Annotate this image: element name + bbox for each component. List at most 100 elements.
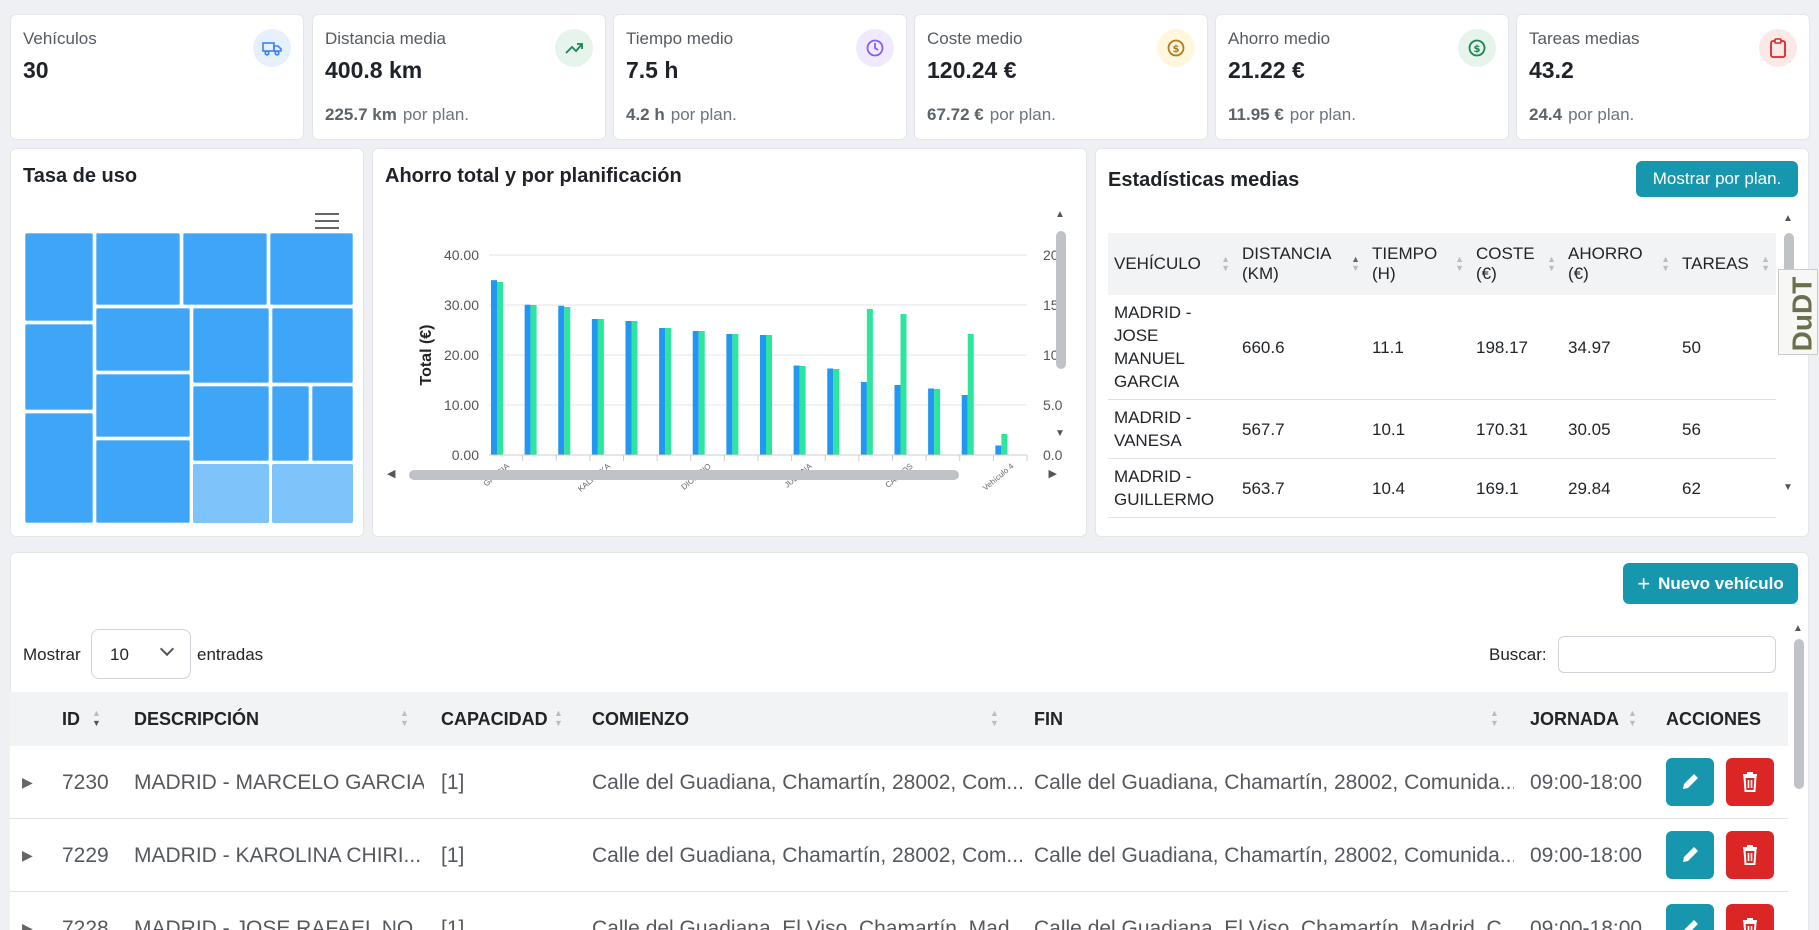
table-row[interactable]: ▶ 7229 MADRID - KAROLINA CHIRI... [1] Calle … <box>10 819 1788 892</box>
y-tick-label: 10.00 <box>444 397 479 413</box>
bar-per-plan <box>665 328 672 455</box>
treemap-cell[interactable] <box>193 386 269 461</box>
treemap-cell[interactable] <box>183 233 267 305</box>
bar-per-plan <box>766 335 772 455</box>
stats-column-header[interactable]: TIEMPO (H) ▲ ▼ <box>1366 233 1470 295</box>
treemap-cell[interactable] <box>272 386 309 461</box>
edit-button[interactable] <box>1666 831 1714 879</box>
entries-select[interactable]: 10 <box>91 629 191 679</box>
kpi-card: Tiempo medio 7.5 h 4.2 h por plan. <box>613 14 907 140</box>
bar-total <box>760 335 766 455</box>
entries-label: entradas <box>197 645 264 664</box>
treemap-cell[interactable] <box>96 374 190 437</box>
stats-cell: 30.05 <box>1562 399 1676 459</box>
stats-column-header[interactable]: COSTE (€) ▲ ▼ <box>1470 233 1562 295</box>
list-column-header[interactable]: CAPACIDAD <box>441 709 548 729</box>
treemap-cell[interactable] <box>25 233 93 321</box>
y2-tick-label: 20 <box>1043 247 1059 263</box>
kpi-sub: 11.95 € por plan. <box>1228 105 1356 124</box>
table-cell: [1] <box>441 917 465 930</box>
treemap-cell[interactable] <box>193 308 269 383</box>
list-column-header[interactable]: DESCRIPCIÓN <box>134 709 260 729</box>
treemap-cell[interactable] <box>193 464 269 523</box>
chart-vertical-scrollbar[interactable]: ▲ ▼ <box>1055 209 1066 439</box>
table-cell: 09:00-18:00 <box>1530 771 1643 794</box>
treemap-cell[interactable] <box>96 308 190 371</box>
kpi-value: 120.24 € <box>927 57 1017 83</box>
list-column-header: ACCIONES <box>1666 709 1762 729</box>
treemap-cell[interactable] <box>312 386 353 461</box>
delete-button[interactable] <box>1726 758 1774 806</box>
sort-icon: ▲ ▼ <box>1490 708 1499 728</box>
pencil-icon <box>1683 847 1698 862</box>
list-column-header[interactable]: ID <box>62 709 80 729</box>
search-input[interactable] <box>1558 636 1776 673</box>
stats-vertical-scrollbar[interactable]: ▲ ▼ <box>1783 213 1794 493</box>
stats-cell: 567.7 <box>1236 399 1366 459</box>
bar-per-plan <box>866 309 873 455</box>
kpi-sub: 225.7 km por plan. <box>325 105 470 124</box>
stats-cell: 563.7 <box>1236 458 1366 518</box>
kpi-value: 7.5 h <box>626 57 679 83</box>
bar-total <box>961 395 968 455</box>
bar-total <box>625 321 632 455</box>
stats-column-header[interactable]: TAREAS ▲ ▼ <box>1676 233 1776 295</box>
sort-icon: ▲ ▼ <box>400 708 409 728</box>
edit-button[interactable] <box>1666 904 1714 930</box>
list-column-header[interactable]: FIN <box>1034 709 1063 729</box>
list-column-header[interactable]: JORNADA <box>1530 709 1620 729</box>
stats-panel: Estadísticas medias Mostrar por plan. VE… <box>1095 148 1818 537</box>
treemap-cell[interactable] <box>25 413 93 523</box>
table-row[interactable]: ▶ 7230 MADRID - MARCELO GARCIA [1] Calle del… <box>10 746 1788 819</box>
bar-total <box>726 334 733 455</box>
kpi-sub: 24.4 por plan. <box>1529 105 1635 124</box>
kpi-value: 30 <box>23 57 49 83</box>
stats-cell: 170.31 <box>1470 399 1562 459</box>
kpi-title: Tiempo medio <box>626 29 734 48</box>
y2-tick-label: 10 <box>1043 347 1059 363</box>
stats-column-header[interactable]: AHORRO (€) ▲ ▼ <box>1562 233 1676 295</box>
kpi-card: Distancia media 400.8 km 225.7 km por pla… <box>312 14 606 140</box>
kpi-card: Vehículos 30 <box>10 14 304 140</box>
delete-button[interactable] <box>1726 831 1774 879</box>
stats-cell: 34.97 <box>1562 295 1676 400</box>
expand-row-icon[interactable]: ▶ <box>22 847 33 863</box>
show-per-plan-button[interactable]: Mostrar por plan. <box>1636 161 1798 197</box>
stats-column-header[interactable]: DISTANCIA (KM) ▲ ▼ <box>1236 233 1366 295</box>
trash-icon <box>1743 918 1757 930</box>
treemap-cell[interactable] <box>25 324 93 410</box>
treemap-cell[interactable] <box>96 233 180 305</box>
edit-button[interactable] <box>1666 758 1714 806</box>
kpi-value: 400.8 km <box>325 57 423 83</box>
table-row[interactable]: ▶ 7228 MADRID - JOSE RAFAEL NO... [1] Calle … <box>10 892 1788 930</box>
svg-text:$: $ <box>1474 44 1481 55</box>
savings-chart-title: Ahorro total y por planificación <box>385 165 682 187</box>
table-cell: Calle del Guadiana, Chamartín, 28002, Co… <box>1034 844 1514 867</box>
table-cell: 09:00-18:00 <box>1530 917 1643 930</box>
treemap-cell[interactable] <box>272 464 353 523</box>
bar-total <box>793 365 800 455</box>
stats-cell: MADRID - JOSE MANUEL GARCIA <box>1108 295 1236 400</box>
show-label: Mostrar <box>23 645 81 664</box>
treemap-cell[interactable] <box>272 308 353 383</box>
list-column-header[interactable]: COMIENZO <box>592 709 689 729</box>
usage-treemap <box>25 233 353 523</box>
new-vehicle-button[interactable]: + Nuevo vehículo <box>1623 563 1798 604</box>
expand-row-icon[interactable]: ▶ <box>22 920 33 930</box>
stats-cell: 56 <box>1676 399 1776 459</box>
delete-button[interactable] <box>1726 904 1774 930</box>
kpi-title: Ahorro medio <box>1228 29 1331 48</box>
savings-chart: 0.00 10.00 20.00 30.00 40.00 0.0 5.0 10 15 20 Tota… <box>418 247 1063 494</box>
expand-row-icon[interactable]: ▶ <box>22 774 33 790</box>
bar-total <box>995 445 1002 455</box>
list-vertical-scrollbar[interactable]: ▲ <box>1792 623 1806 930</box>
treemap-cell[interactable] <box>270 233 353 305</box>
chart-menu-icon[interactable] <box>315 211 339 229</box>
bar-per-plan <box>497 282 503 455</box>
chart-horizontal-scrollbar[interactable]: ◀ ▶ <box>387 468 1057 480</box>
bar-total <box>491 280 497 455</box>
y-tick-label: 40.00 <box>444 247 479 263</box>
treemap-cell[interactable] <box>96 440 190 523</box>
stats-column-header[interactable]: VEHÍCULO ▲ ▼ <box>1108 233 1236 295</box>
bar-per-plan <box>631 321 638 455</box>
